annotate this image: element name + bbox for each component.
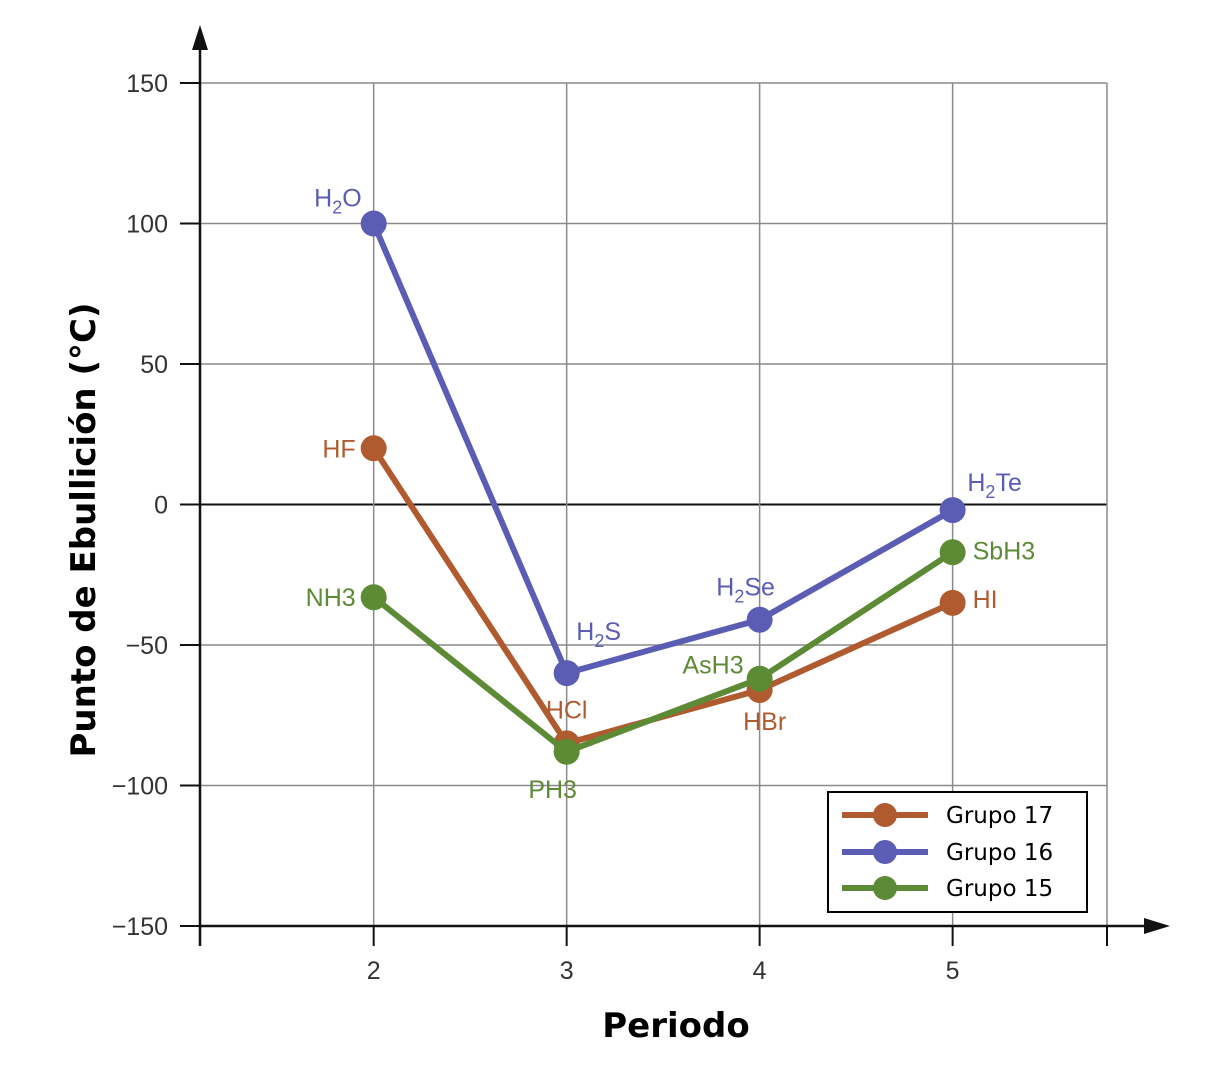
data-point-nh3 xyxy=(360,584,387,611)
data-point-h2se xyxy=(746,606,773,633)
point-label-ph3: PH3 xyxy=(528,776,577,804)
x-tick-labels: 2 3 4 5 xyxy=(367,957,960,985)
series-line-grupo-15 xyxy=(371,549,955,755)
data-point-ph3 xyxy=(553,738,580,765)
x-axis-arrow xyxy=(1144,918,1170,934)
y-tick-label: 0 xyxy=(154,492,168,520)
legend-label-grupo-16: Grupo 16 xyxy=(946,840,1053,866)
data-point-hi xyxy=(939,589,966,616)
x-axis-title: Periodo xyxy=(602,1006,749,1046)
legend: Grupo 17 Grupo 16 Grupo 15 xyxy=(827,791,1088,913)
legend-marker-grupo-17 xyxy=(873,803,897,827)
y-tick-label: −100 xyxy=(112,773,168,801)
axes xyxy=(180,25,1170,946)
point-label-hi: HI xyxy=(973,586,998,614)
y-tick-label: 150 xyxy=(126,70,168,98)
point-label-h2se: H2Se xyxy=(716,574,775,607)
point-label-sbh3: SbH3 xyxy=(973,537,1036,565)
point-label-hf: HF xyxy=(322,435,355,463)
data-point-ash3 xyxy=(746,665,773,692)
x-tick-label: 3 xyxy=(560,957,574,985)
legend-item-grupo-16: Grupo 16 xyxy=(842,840,1053,866)
data-point-h2te xyxy=(939,497,966,524)
point-label-ash3: AsH3 xyxy=(682,652,743,680)
x-tick-label: 4 xyxy=(753,957,767,985)
x-tick-label: 2 xyxy=(367,957,381,985)
y-tick-label: 100 xyxy=(126,211,168,239)
point-label-hbr: HBr xyxy=(743,708,786,736)
x-tick-label: 5 xyxy=(946,957,960,985)
y-tick-label: −50 xyxy=(126,632,168,660)
legend-label-grupo-17: Grupo 17 xyxy=(946,803,1053,829)
y-tick-label: 50 xyxy=(140,351,168,379)
legend-item-grupo-17: Grupo 17 xyxy=(842,803,1053,829)
point-label-hcl: HCl xyxy=(546,696,588,724)
grid xyxy=(200,82,1108,927)
legend-marker-grupo-16 xyxy=(873,840,897,864)
data-point-hf xyxy=(360,435,387,462)
series-line-grupo-17 xyxy=(371,446,954,747)
data-point-sbh3 xyxy=(939,539,966,566)
point-label-h2o: H2O xyxy=(314,185,362,218)
point-label-h2te: H2Te xyxy=(967,469,1021,502)
series xyxy=(360,210,966,765)
y-axis-arrow xyxy=(192,25,208,50)
series-line-grupo-16 xyxy=(370,222,955,677)
y-axis-title: Punto de Ebullición (°C) xyxy=(64,303,104,758)
legend-item-grupo-15: Grupo 15 xyxy=(842,876,1053,902)
y-tick-labels: 150 100 50 0 −50 −100 −150 xyxy=(112,70,168,941)
legend-label-grupo-15: Grupo 15 xyxy=(946,876,1053,902)
y-tick-label: −150 xyxy=(112,913,168,941)
data-point-h2o xyxy=(360,210,387,237)
point-label-nh3: NH3 xyxy=(306,584,356,612)
point-label-h2s: H2S xyxy=(576,618,621,651)
point-labels: HF HCl HBr HI H2O H2S H2Se H2Te NH3 PH3 AsH3 SbH3 xyxy=(306,185,1035,804)
legend-marker-grupo-15 xyxy=(873,876,897,900)
data-point-h2s xyxy=(553,660,580,687)
